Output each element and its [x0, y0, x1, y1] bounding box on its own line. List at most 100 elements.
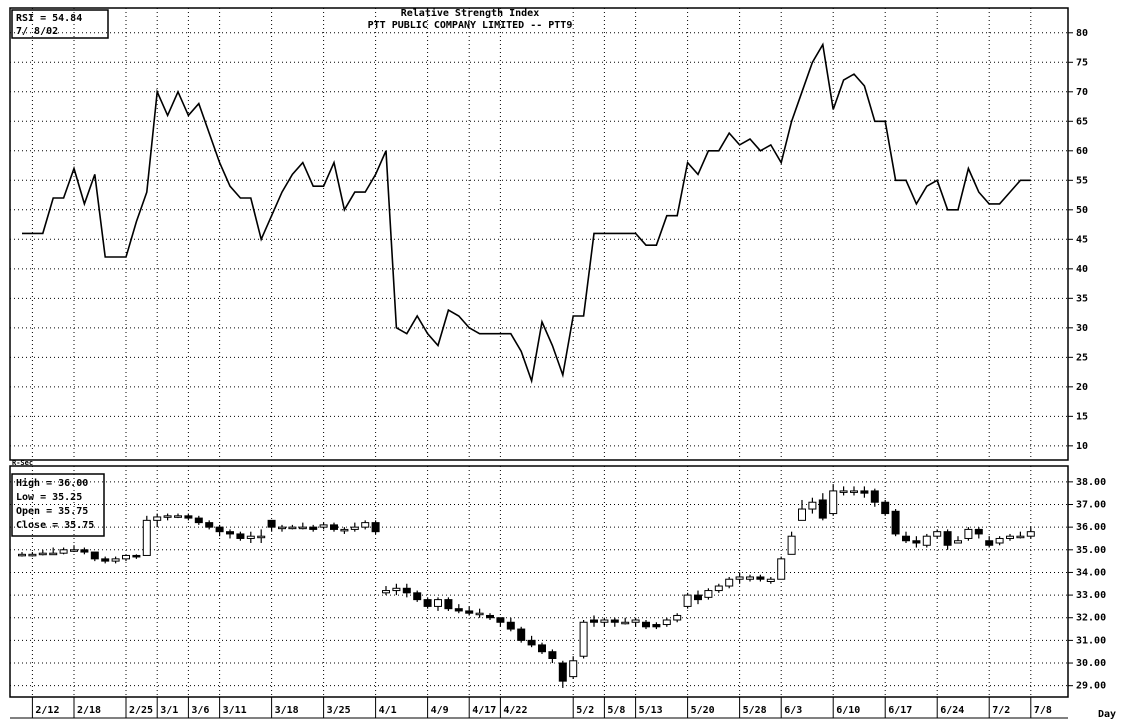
- x-tick-label: 7/2: [992, 705, 1010, 716]
- candle-body: [558, 662, 567, 682]
- candle-body: [683, 594, 692, 607]
- candle-body: [413, 592, 422, 601]
- candle-body: [184, 515, 193, 519]
- candle-body: [475, 612, 484, 616]
- candle-body: [735, 576, 744, 580]
- y-tick-label: 38.00: [1076, 477, 1106, 488]
- price-info: High = 36.00: [16, 477, 88, 489]
- candle-body: [506, 621, 515, 630]
- y-tick-label: 45: [1076, 234, 1088, 245]
- x-tick-label: 2/18: [77, 705, 101, 716]
- candle-body: [1006, 535, 1014, 539]
- y-tick-label: 35: [1076, 293, 1088, 304]
- candle-body: [600, 619, 609, 623]
- y-tick-label: 31.00: [1076, 635, 1106, 646]
- price-info: Open = 35.75: [16, 506, 88, 517]
- candle-body: [943, 531, 952, 546]
- candle-body: [881, 501, 890, 515]
- candle-body: [527, 639, 536, 646]
- x-tick-label: 6/17: [888, 705, 912, 716]
- price-info: Close = 35.75: [16, 520, 94, 531]
- candle-body: [777, 558, 786, 580]
- candle-body: [631, 619, 640, 623]
- x-tick-label: 3/1: [160, 705, 178, 716]
- y-tick-label: 36.00: [1076, 522, 1106, 533]
- candle-body: [194, 517, 203, 524]
- candle-body: [142, 519, 151, 556]
- chart-title: Relative Strength Index: [401, 7, 539, 19]
- y-tick-label: 32.00: [1076, 613, 1106, 624]
- x-tick-label: 3/25: [327, 705, 351, 716]
- candle-body: [465, 610, 474, 614]
- y-tick-label: 55: [1076, 175, 1088, 186]
- y-tick-label: 40: [1076, 264, 1088, 275]
- x-tick-label: 4/1: [379, 705, 397, 716]
- candle-body: [766, 578, 775, 582]
- y-tick-label: 65: [1076, 116, 1088, 127]
- candle-body: [1016, 535, 1025, 539]
- candle-body: [101, 558, 110, 562]
- y-tick-label: 35.00: [1076, 545, 1106, 556]
- x-tick-label: 3/18: [275, 705, 299, 716]
- candle-body: [298, 526, 307, 530]
- candle-body: [954, 540, 962, 544]
- candle-body: [839, 490, 848, 493]
- candle-body: [922, 535, 931, 546]
- candle-body: [704, 590, 713, 598]
- x-tick-label: 2/25: [129, 705, 153, 716]
- candle-body: [392, 587, 401, 592]
- candle-body: [579, 621, 588, 657]
- rsi-line: [22, 42, 1031, 385]
- candle-body: [90, 551, 99, 560]
- candle-body: [714, 585, 723, 592]
- rsi-info: RSI = 54.84: [16, 13, 82, 24]
- candle-body: [163, 515, 172, 518]
- candle-body: [246, 535, 255, 539]
- candle-body: [38, 552, 47, 556]
- candle-body: [153, 516, 162, 521]
- candle-body: [808, 501, 817, 510]
- candle-body: [850, 490, 858, 493]
- y-tick-label: 33.00: [1076, 590, 1106, 601]
- candle-body: [829, 490, 838, 515]
- candle-body: [226, 531, 234, 535]
- candle-body: [496, 617, 505, 623]
- candle-body: [569, 660, 578, 678]
- x-tick-label: 4/9: [431, 705, 449, 716]
- corner-label: R-Sec: [12, 459, 33, 467]
- candle-body: [662, 619, 671, 626]
- rsi-info-box: [11, 9, 109, 39]
- rsi-panel: [9, 7, 1069, 461]
- candle-body: [454, 608, 463, 612]
- candle-body: [756, 576, 765, 580]
- candle-body: [28, 553, 37, 557]
- candle-body: [330, 524, 338, 530]
- candle-body: [319, 524, 328, 528]
- price-panel: [9, 465, 1069, 698]
- x-tick-label: 6/3: [784, 705, 802, 716]
- candle-body: [132, 554, 141, 558]
- candle-body: [1026, 531, 1035, 537]
- candle-body: [371, 522, 380, 533]
- candle-body: [382, 590, 390, 594]
- candle-body: [912, 540, 921, 544]
- candle-body: [985, 540, 994, 546]
- candle-body: [423, 599, 432, 607]
- x-tick-label: 2/12: [35, 705, 59, 716]
- y-tick-label: 29.00: [1076, 681, 1106, 692]
- candle-body: [538, 644, 546, 653]
- x-tick-label: 3/6: [191, 705, 209, 716]
- candle-body: [652, 624, 661, 628]
- candle-body: [340, 528, 349, 532]
- x-tick-label: 5/13: [639, 705, 663, 716]
- candle-body: [278, 526, 286, 530]
- candle-body: [350, 526, 359, 530]
- candle-body: [902, 535, 910, 542]
- y-tick-label: 10: [1076, 441, 1088, 452]
- y-tick-label: 80: [1076, 28, 1088, 39]
- candle-body: [694, 594, 702, 601]
- candle-body: [402, 587, 411, 594]
- x-tick-label: 3/11: [223, 705, 247, 716]
- candle-body: [486, 614, 494, 619]
